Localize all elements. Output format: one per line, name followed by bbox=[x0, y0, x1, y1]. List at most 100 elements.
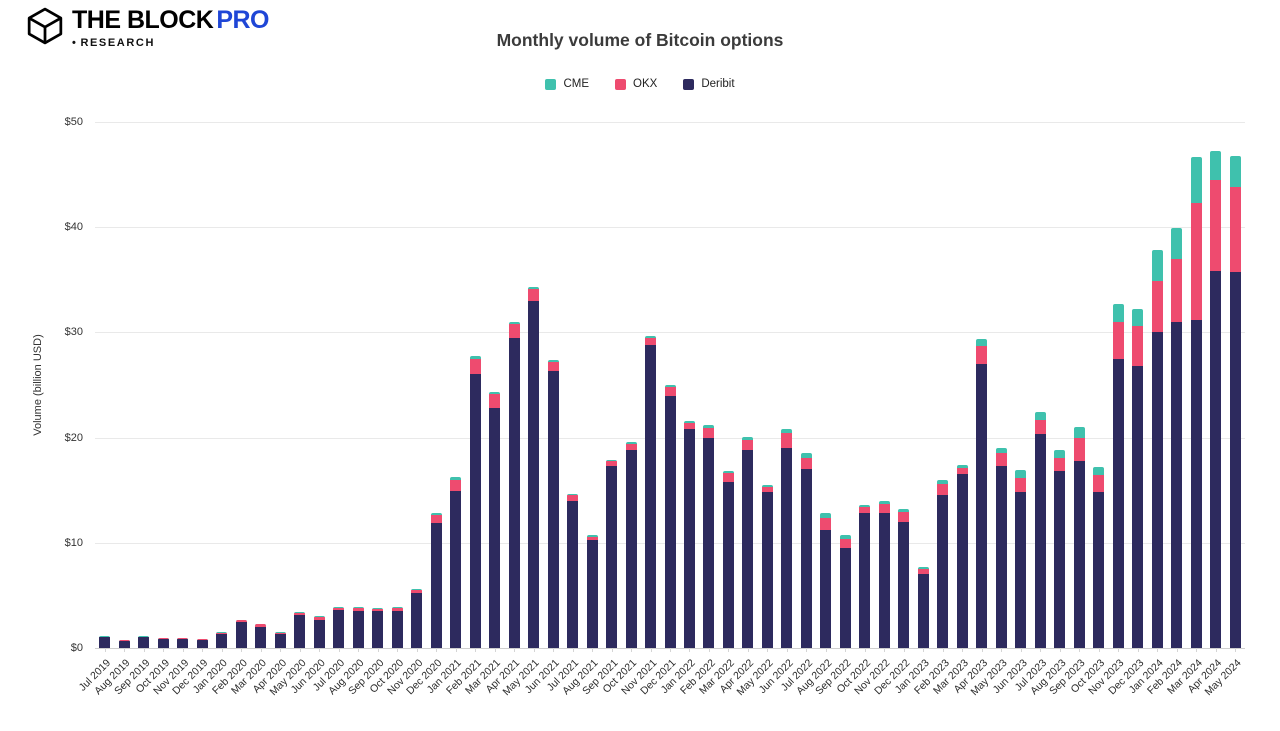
bar-sep-2020 bbox=[372, 608, 384, 648]
bar-segment-deribit bbox=[625, 450, 637, 648]
bar-jun-2021 bbox=[547, 359, 559, 648]
bar-jan-2020 bbox=[216, 632, 228, 648]
bar-segment-deribit bbox=[430, 522, 442, 648]
bar-segment-okx bbox=[1073, 437, 1085, 461]
bar-segment-deribit bbox=[99, 637, 111, 648]
bar-segment-okx bbox=[547, 361, 559, 372]
bar-segment-okx bbox=[1112, 321, 1124, 359]
legend-item-deribit: Deribit bbox=[683, 78, 735, 90]
x-tick-mark bbox=[514, 648, 516, 652]
bar-segment-cme bbox=[976, 338, 988, 347]
bar-segment-deribit bbox=[1151, 332, 1163, 648]
bar-segment-cme bbox=[859, 504, 871, 508]
bar-segment-okx bbox=[820, 517, 832, 531]
bar-segment-cme bbox=[528, 287, 540, 290]
bar-segment-okx bbox=[294, 612, 306, 616]
bar-segment-cme bbox=[1171, 228, 1183, 259]
bar-segment-cme bbox=[722, 471, 734, 474]
gridline bbox=[95, 332, 1245, 334]
x-tick-mark bbox=[689, 648, 691, 652]
bar-segment-cme bbox=[1093, 467, 1105, 476]
x-tick-mark bbox=[572, 648, 574, 652]
bar-segment-deribit bbox=[1015, 492, 1027, 648]
bar-segment-okx bbox=[216, 632, 228, 634]
bar-segment-deribit bbox=[294, 615, 306, 648]
bar-dec-2022 bbox=[898, 509, 910, 648]
bar-segment-deribit bbox=[372, 611, 384, 648]
bar-segment-okx bbox=[976, 346, 988, 364]
bar-oct-2023 bbox=[1093, 467, 1105, 648]
x-tick-mark bbox=[397, 648, 399, 652]
x-tick-mark bbox=[104, 648, 106, 652]
bar-segment-cme bbox=[567, 494, 579, 496]
bar-segment-deribit bbox=[1073, 460, 1085, 648]
bar-segment-okx bbox=[372, 608, 384, 612]
bar-segment-cme bbox=[1229, 155, 1241, 188]
bar-jun-2020 bbox=[313, 616, 325, 648]
bar-segment-okx bbox=[1190, 203, 1202, 320]
bar-segment-deribit bbox=[177, 638, 189, 648]
bar-segment-cme bbox=[917, 567, 929, 570]
bar-segment-okx bbox=[1054, 457, 1066, 472]
brand-header: THE BLOCK PRO • RESEARCH bbox=[26, 6, 270, 49]
x-tick-mark bbox=[182, 648, 184, 652]
bar-dec-2019 bbox=[196, 638, 208, 648]
bar-segment-cme bbox=[1112, 304, 1124, 322]
bar-segment-cme bbox=[956, 464, 968, 469]
bar-segment-okx bbox=[625, 443, 637, 451]
bar-dec-2023 bbox=[1132, 309, 1144, 648]
bar-segment-cme bbox=[391, 607, 403, 608]
x-tick-mark bbox=[825, 648, 827, 652]
bar-segment-cme bbox=[839, 535, 851, 539]
bar-segment-okx bbox=[118, 639, 130, 641]
bar-sep-2019 bbox=[138, 636, 150, 648]
bar-segment-cme bbox=[450, 476, 462, 480]
y-tick-label: $10 bbox=[64, 536, 83, 549]
bar-segment-cme bbox=[1054, 450, 1066, 458]
research-label: RESEARCH bbox=[80, 36, 155, 49]
bar-segment-okx bbox=[1210, 179, 1222, 272]
bar-segment-cme bbox=[1015, 470, 1027, 478]
bar-mar-2024 bbox=[1190, 156, 1202, 648]
x-tick-mark bbox=[845, 648, 847, 652]
bar-jul-2022 bbox=[800, 453, 812, 648]
bar-apr-2024 bbox=[1210, 151, 1222, 648]
bar-segment-okx bbox=[781, 433, 793, 449]
bar-jun-2023 bbox=[1015, 470, 1027, 648]
bar-may-2024 bbox=[1229, 155, 1241, 648]
bar-segment-deribit bbox=[781, 448, 793, 648]
legend-label: CME bbox=[563, 78, 590, 90]
bar-segment-okx bbox=[255, 624, 267, 627]
bar-oct-2019 bbox=[157, 637, 169, 648]
bar-segment-okx bbox=[138, 636, 150, 638]
bar-segment-okx bbox=[235, 620, 247, 622]
legend-item-okx: OKX bbox=[615, 78, 657, 90]
bar-segment-deribit bbox=[411, 593, 423, 648]
x-tick-mark bbox=[143, 648, 145, 652]
x-tick-mark bbox=[650, 648, 652, 652]
bar-segment-deribit bbox=[995, 466, 1007, 648]
bar-segment-okx bbox=[489, 394, 501, 409]
x-tick-mark bbox=[338, 648, 340, 652]
x-tick-mark bbox=[1040, 648, 1042, 652]
bar-segment-deribit bbox=[118, 640, 130, 648]
bar-aug-2020 bbox=[352, 607, 364, 648]
gridline bbox=[95, 122, 1245, 123]
bar-feb-2024 bbox=[1171, 228, 1183, 648]
bar-segment-cme bbox=[742, 436, 754, 440]
x-tick-mark bbox=[708, 648, 710, 652]
bar-segment-deribit bbox=[138, 637, 150, 648]
bar-segment-deribit bbox=[469, 374, 481, 648]
bar-mar-2020 bbox=[255, 623, 267, 648]
bar-segment-cme bbox=[489, 392, 501, 395]
brand-name-the-block: THE BLOCK bbox=[72, 6, 214, 34]
bar-segment-okx bbox=[430, 515, 442, 523]
bar-segment-deribit bbox=[216, 633, 228, 648]
bar-sep-2023 bbox=[1073, 427, 1085, 648]
chart-title: Monthly volume of Bitcoin options bbox=[496, 30, 784, 50]
bar-apr-2022 bbox=[742, 436, 754, 648]
bar-segment-okx bbox=[391, 607, 403, 612]
bar-segment-okx bbox=[1034, 419, 1046, 435]
x-tick-mark bbox=[1176, 648, 1178, 652]
bar-segment-cme bbox=[995, 448, 1007, 454]
